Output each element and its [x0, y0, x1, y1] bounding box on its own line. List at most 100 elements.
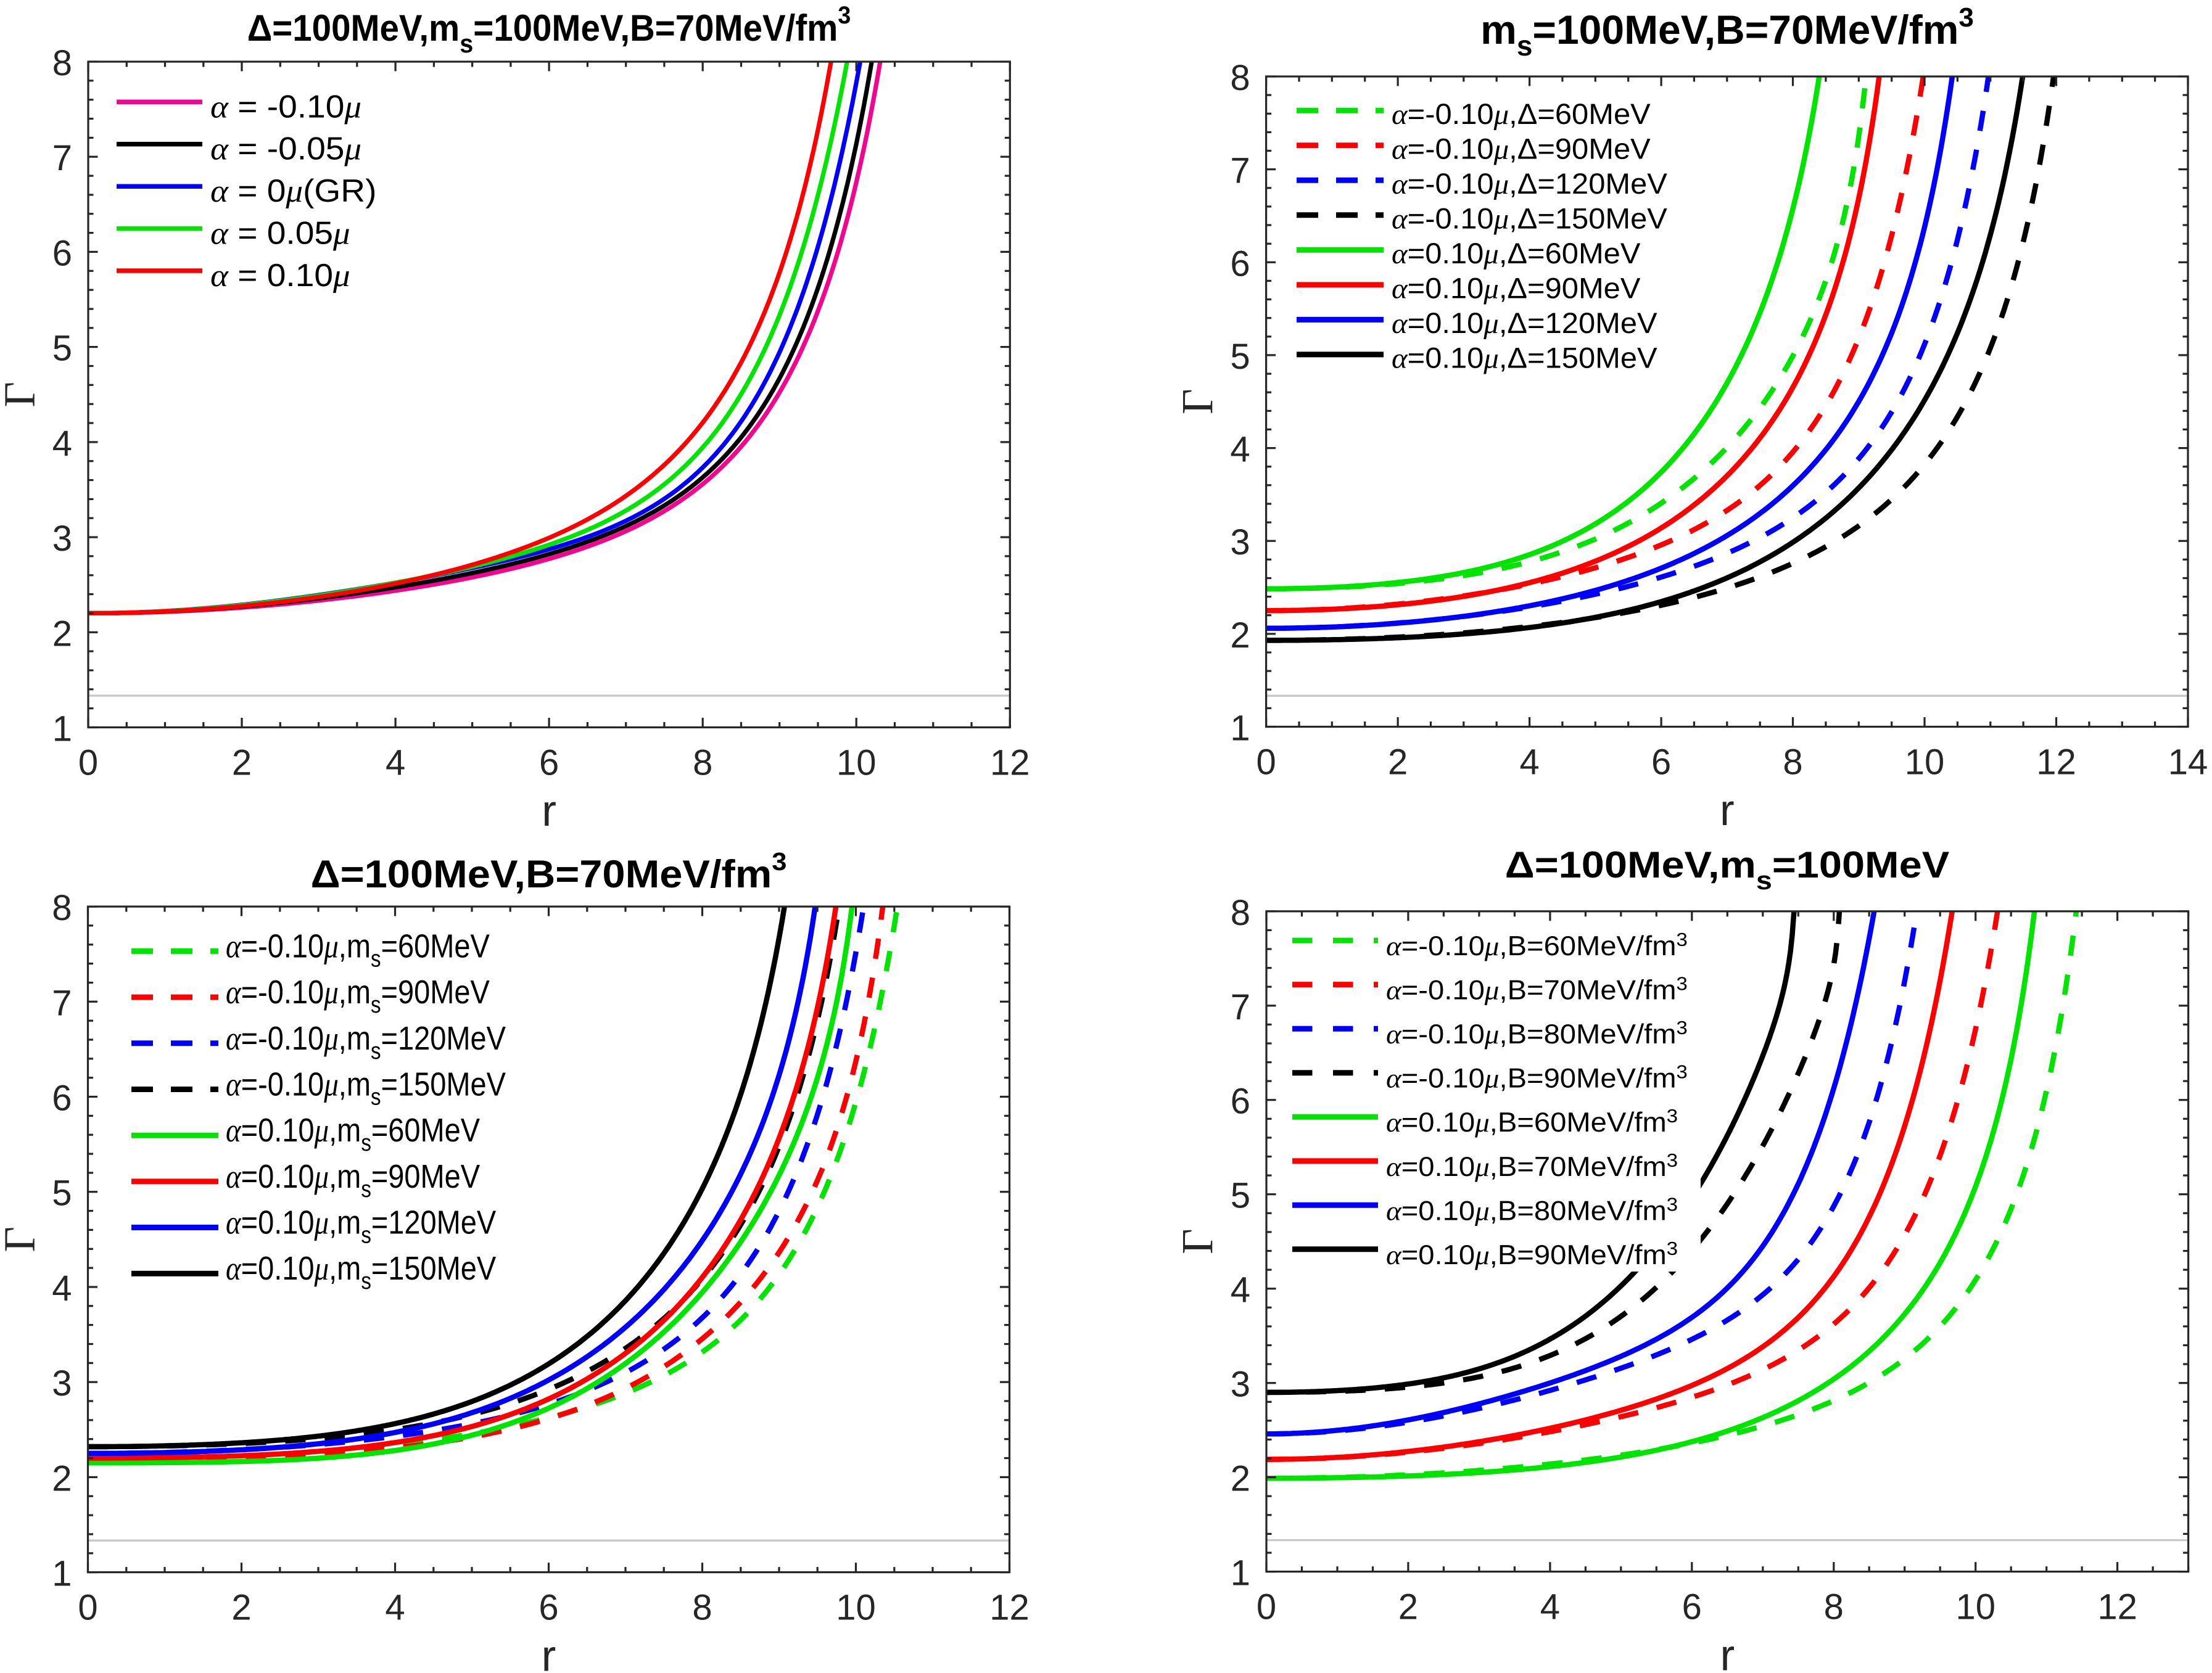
svg-text:α=-0.10μ,B=70MeV/fm3: α=-0.10μ,B=70MeV/fm3 [1386, 972, 1688, 1005]
svg-text:0: 0 [78, 743, 98, 783]
svg-text:α=0.10μ,ms=120MeV: α=0.10μ,ms=120MeV [226, 1203, 496, 1248]
svg-text:α=-0.10μ,ms=90MeV: α=-0.10μ,ms=90MeV [226, 973, 490, 1018]
svg-text:α=0.10μ,B=60MeV/fm3: α=0.10μ,B=60MeV/fm3 [1386, 1105, 1678, 1138]
svg-text:1: 1 [1231, 1553, 1250, 1593]
svg-text:10: 10 [836, 1588, 876, 1628]
svg-text:4: 4 [386, 743, 405, 783]
svg-text:10: 10 [836, 743, 877, 783]
svg-text:5: 5 [52, 1174, 72, 1214]
svg-text:1: 1 [52, 709, 72, 749]
svg-text:3: 3 [52, 519, 72, 559]
svg-text:r: r [1720, 1632, 1735, 1673]
svg-text:6: 6 [1682, 1587, 1702, 1627]
svg-text:2: 2 [232, 743, 252, 783]
svg-text:8: 8 [1230, 58, 1250, 98]
svg-text:α=0.10μ,B=90MeV/fm3: α=0.10μ,B=90MeV/fm3 [1386, 1238, 1678, 1270]
svg-text:α=0.10μ,B=70MeV/fm3: α=0.10μ,B=70MeV/fm3 [1386, 1149, 1678, 1182]
svg-text:2: 2 [1398, 1587, 1418, 1627]
svg-text:Γ: Γ [0, 382, 44, 408]
svg-text:α=0.10μ,Δ=120MeV: α=0.10μ,Δ=120MeV [1392, 308, 1657, 340]
svg-text:6: 6 [52, 233, 72, 273]
svg-text:α=-0.10μ,Δ=150MeV: α=-0.10μ,Δ=150MeV [1392, 203, 1667, 235]
svg-text:8: 8 [1783, 742, 1802, 783]
svg-text:0: 0 [1256, 742, 1276, 783]
svg-text:6: 6 [1231, 1082, 1250, 1122]
svg-text:7: 7 [52, 138, 72, 178]
svg-text:α = 0.05μ: α = 0.05μ [210, 215, 350, 251]
svg-text:2: 2 [1230, 615, 1250, 656]
svg-text:4: 4 [1231, 1270, 1250, 1310]
svg-text:α = 0μ(GR): α = 0μ(GR) [210, 173, 376, 209]
svg-text:r: r [542, 787, 556, 836]
svg-text:Γ: Γ [1173, 388, 1222, 414]
svg-text:7: 7 [1231, 987, 1250, 1027]
svg-text:8: 8 [693, 743, 712, 783]
svg-text:6: 6 [539, 743, 559, 783]
svg-text:4: 4 [52, 424, 72, 464]
svg-text:7: 7 [1230, 151, 1250, 191]
svg-text:4: 4 [52, 1268, 72, 1309]
svg-text:r: r [542, 1632, 556, 1673]
svg-text:12: 12 [989, 1588, 1030, 1628]
svg-text:4: 4 [385, 1588, 405, 1628]
svg-text:8: 8 [52, 43, 72, 83]
svg-text:α=0.10μ,Δ=150MeV: α=0.10μ,Δ=150MeV [1392, 342, 1657, 374]
svg-text:2: 2 [231, 1588, 251, 1628]
svg-text:α=0.10μ,B=80MeV/fm3: α=0.10μ,B=80MeV/fm3 [1386, 1193, 1678, 1226]
svg-text:α = -0.05μ: α = -0.05μ [210, 131, 361, 166]
svg-text:α=0.10μ,ms=60MeV: α=0.10μ,ms=60MeV [226, 1111, 480, 1156]
svg-text:α=0.10μ,Δ=90MeV: α=0.10μ,Δ=90MeV [1392, 273, 1640, 305]
svg-text:12: 12 [2036, 742, 2076, 783]
svg-text:2: 2 [1231, 1459, 1250, 1499]
svg-text:8: 8 [52, 888, 72, 928]
svg-text:10: 10 [1955, 1587, 1995, 1627]
svg-text:α=-0.10μ,ms=150MeV: α=-0.10μ,ms=150MeV [226, 1065, 506, 1110]
svg-text:6: 6 [52, 1079, 72, 1119]
svg-text:α=-0.10μ,B=80MeV/fm3: α=-0.10μ,B=80MeV/fm3 [1386, 1017, 1688, 1050]
svg-text:3: 3 [52, 1363, 72, 1404]
svg-text:α=-0.10μ,B=60MeV/fm3: α=-0.10μ,B=60MeV/fm3 [1386, 929, 1688, 961]
svg-text:0: 0 [1257, 1587, 1276, 1627]
svg-text:2: 2 [1388, 742, 1408, 783]
svg-text:r: r [1720, 786, 1735, 835]
svg-text:Γ: Γ [0, 1227, 44, 1252]
svg-text:2: 2 [52, 1458, 72, 1498]
svg-text:12: 12 [2097, 1587, 2137, 1627]
svg-text:α=-0.10μ,ms=60MeV: α=-0.10μ,ms=60MeV [226, 927, 490, 972]
svg-text:4: 4 [1230, 430, 1250, 470]
svg-text:8: 8 [1231, 893, 1250, 933]
svg-text:1: 1 [52, 1554, 72, 1594]
svg-text:6: 6 [539, 1588, 558, 1628]
svg-text:4: 4 [1519, 742, 1539, 783]
svg-text:6: 6 [1651, 742, 1671, 783]
svg-text:4: 4 [1540, 1587, 1560, 1627]
svg-text:α=-0.10μ,ms=120MeV: α=-0.10μ,ms=120MeV [226, 1019, 506, 1064]
svg-text:Δ=100MeV,B=70MeV/fm3: Δ=100MeV,B=70MeV/fm3 [311, 847, 787, 895]
svg-text:α=0.10μ,ms=150MeV: α=0.10μ,ms=150MeV [226, 1249, 496, 1294]
svg-text:8: 8 [692, 1588, 712, 1628]
svg-text:12: 12 [990, 743, 1030, 783]
svg-text:α=-0.10μ,B=90MeV/fm3: α=-0.10μ,B=90MeV/fm3 [1386, 1061, 1688, 1094]
svg-text:α=0.10μ,ms=90MeV: α=0.10μ,ms=90MeV [226, 1157, 480, 1202]
svg-text:10: 10 [1905, 742, 1945, 783]
svg-text:14: 14 [2168, 742, 2208, 783]
svg-text:5: 5 [52, 329, 72, 369]
svg-text:1: 1 [1230, 709, 1250, 749]
svg-text:3: 3 [1230, 522, 1250, 562]
svg-text:Δ=100MeV,ms=100MeV,B=70MeV/fm3: Δ=100MeV,ms=100MeV,B=70MeV/fm3 [247, 2, 851, 58]
svg-text:α=-0.10μ,Δ=60MeV: α=-0.10μ,Δ=60MeV [1392, 99, 1651, 131]
svg-text:α=-0.10μ,Δ=90MeV: α=-0.10μ,Δ=90MeV [1392, 133, 1651, 165]
svg-text:α = -0.10μ: α = -0.10μ [210, 89, 361, 125]
svg-text:α=0.10μ,Δ=60MeV: α=0.10μ,Δ=60MeV [1392, 238, 1640, 270]
svg-text:8: 8 [1824, 1587, 1844, 1627]
svg-text:α = 0.10μ: α = 0.10μ [210, 257, 350, 293]
svg-text:ms=100MeV,B=70MeV/fm3: ms=100MeV,B=70MeV/fm3 [1480, 2, 1974, 62]
svg-text:2: 2 [52, 614, 72, 654]
svg-text:α=-0.10μ,Δ=120MeV: α=-0.10μ,Δ=120MeV [1392, 168, 1667, 200]
svg-text:Γ: Γ [1173, 1228, 1222, 1254]
svg-text:6: 6 [1230, 244, 1250, 284]
svg-text:5: 5 [1231, 1176, 1250, 1216]
svg-text:7: 7 [52, 983, 72, 1023]
svg-text:3: 3 [1231, 1365, 1250, 1405]
svg-text:5: 5 [1230, 337, 1250, 377]
